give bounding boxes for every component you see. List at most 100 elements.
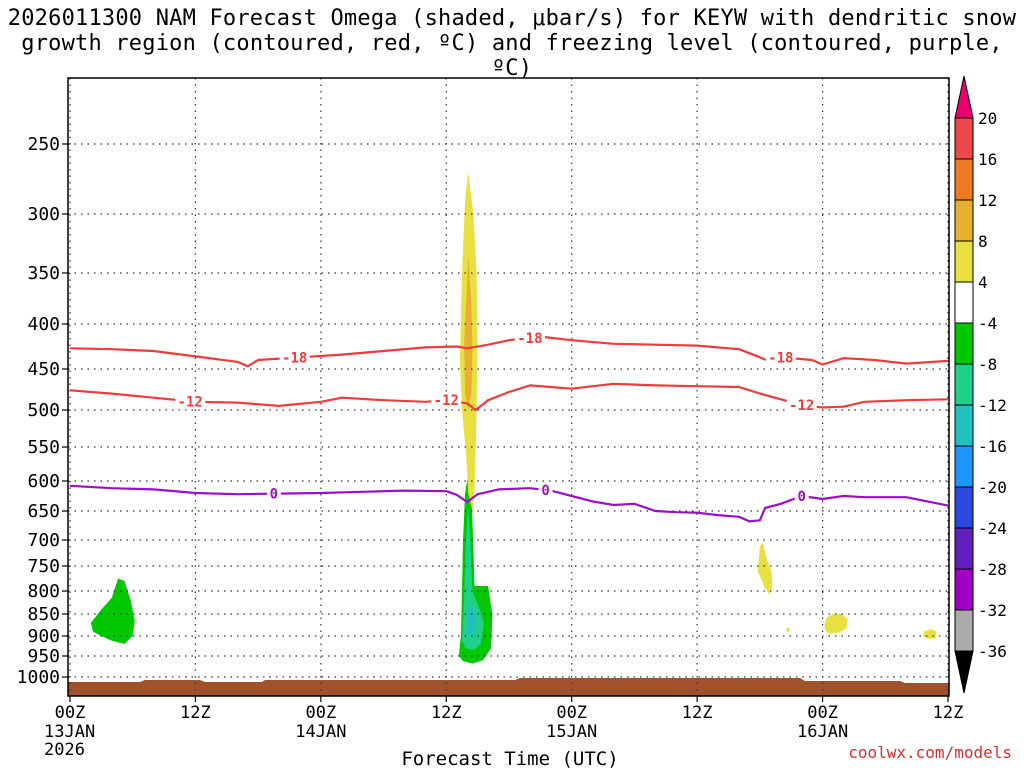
plot-frame [67,77,950,697]
watermark-link[interactable]: coolwx.com/models [848,743,1012,762]
terrain-surface [68,678,949,696]
colorbar-band-9 [954,486,974,529]
colorbar-label-12: -32 [978,601,1007,620]
y-tick-label-750: 750 [27,556,60,577]
omega-region-downward-yellow-5 [922,629,937,640]
colorbar-label-13: -36 [978,642,1007,661]
y-tick-label-950: 950 [27,646,60,667]
y-tick-label-550: 550 [27,437,60,458]
colorbar-label-6: -8 [978,355,997,374]
colorbar-band-12 [954,609,974,652]
grid-layer [68,78,949,696]
isotherm-label-bg-freezing-level-1 [538,482,553,498]
y-tick-label-1000: 1000 [17,667,60,688]
y-tick-label-700: 700 [27,530,60,551]
colorbar-band-11 [954,568,974,611]
colorbar-label-2: 12 [978,191,997,210]
isotherm-freezing-level [69,484,949,523]
colorbar-band-3 [954,240,974,283]
y-tick-label-650: 650 [27,501,60,522]
x-tick-label-24-1: 00Z [306,703,337,723]
y-tick-label-300: 300 [27,204,60,225]
colorbar-bottom-triangle [954,650,974,694]
colorbar-band-2 [954,199,974,242]
x-tick-label-0-3: 2026 [44,740,85,760]
colorbar-band-7 [954,404,974,447]
isotherm-label-dgz-lower-2: -12 [789,398,814,414]
x-tick-label-12-1: 12Z [180,703,211,723]
colorbar-band-5 [954,322,974,365]
omega-shading-layer [90,172,937,664]
y-tick-label-350: 350 [27,263,60,284]
omega-region-downward-yellow-3 [786,627,791,633]
x-tick-label-72-1: 00Z [807,703,838,723]
isotherm-label-bg-dgz-upper-0 [279,349,310,366]
colorbar-band-1 [954,158,974,201]
colorbar-label-5: -4 [978,314,997,333]
y-tick-label-450: 450 [27,359,60,380]
isotherm-layer: -18 -18 -18 -12 -12 -12 0 0 0 [69,329,949,523]
y-tick-label-500: 500 [27,400,60,421]
x-axis-title: Forecast Time (UTC) [401,748,618,768]
x-tick-label-48-2: 15JAN [546,722,597,742]
isotherm-label-dgz-upper-1: -18 [517,331,542,347]
isotherm-label-bg-freezing-level-0 [266,485,281,502]
chart-title-line-2: growth region (contoured, red, ºC) and f… [21,31,1003,81]
isotherm-label-dgz-upper-0: -18 [282,351,307,367]
y-tick-label-900: 900 [27,626,60,647]
chart-title: 2026011300 NAM Forecast Omega (shaded, μ… [0,6,1024,81]
x-tick-label-48-1: 00Z [556,703,587,723]
colorbar-label-8: -16 [978,437,1007,456]
isotherm-label-freezing-level-0: 0 [270,487,278,503]
terrain-layer [68,678,949,696]
colorbar-label-1: 16 [978,150,997,169]
x-tick-label-36-1: 12Z [431,703,462,723]
y-axis: 2503003504004505005506006507007508008509… [17,134,68,688]
isotherm-label-bg-dgz-upper-2 [765,349,796,366]
x-tick-label-60-1: 12Z [682,703,713,723]
colorbar-label-11: -28 [978,560,1007,579]
omega-region-downward-gold-1 [464,255,473,410]
colorbar-label-9: -20 [978,478,1007,497]
colorbar-top-triangle [954,75,974,119]
x-tick-label-24-2: 14JAN [295,722,346,742]
colorbar-band-6 [954,363,974,406]
y-tick-label-400: 400 [27,314,60,335]
x-tick-label-0-1: 00Z [55,703,86,723]
y-tick-label-800: 800 [27,581,60,602]
isotherm-label-bg-dgz-lower-2 [786,397,817,414]
x-tick-label-72-2: 16JAN [797,722,848,742]
isotherm-label-bg-dgz-upper-1 [514,329,545,346]
colorbar-band-10 [954,527,974,570]
isotherm-label-dgz-lower-1: -12 [434,393,459,409]
colorbar-band-4 [954,281,974,324]
isotherm-dgz-upper [69,335,949,368]
isotherm-label-dgz-upper-2: -18 [768,350,793,366]
colorbar-label-4: 4 [978,273,988,292]
chart-title-line-1: 2026011300 NAM Forecast Omega (shaded, μ… [7,6,1017,31]
isotherm-label-bg-dgz-lower-0 [175,393,206,410]
omega-region-downward-yellow-4 [824,614,848,634]
y-tick-label-600: 600 [27,471,60,492]
omega-region-upward-green-1 [90,578,135,644]
colorbar-band-0 [954,117,974,160]
isotherm-label-dgz-lower-0: -12 [178,394,203,410]
colorbar-label-7: -12 [978,396,1007,415]
plot-border [67,77,950,697]
isotherm-label-bg-dgz-lower-1 [431,392,462,409]
colorbar-label-10: -24 [978,519,1007,538]
colorbar-label-3: 8 [978,232,988,251]
isotherm-label-freezing-level-2: 0 [797,489,805,505]
colorbar-band-8 [954,445,974,488]
colorbar: 20 16 12 8 4 -4 -8 -12 -16 -20 -24 -28 -32 -36 [954,75,1007,694]
x-tick-label-0-2: 13JAN [44,722,95,742]
x-tick-label-84-1: 12Z [933,703,964,723]
omega-region-upward-teal-2 [466,604,477,637]
y-tick-label-850: 850 [27,604,60,625]
colorbar-label-0: 20 [978,109,997,128]
isotherm-label-bg-freezing-level-2 [794,488,809,504]
omega-region-downward-yellow-2 [757,542,773,595]
y-tick-label-250: 250 [27,134,60,155]
